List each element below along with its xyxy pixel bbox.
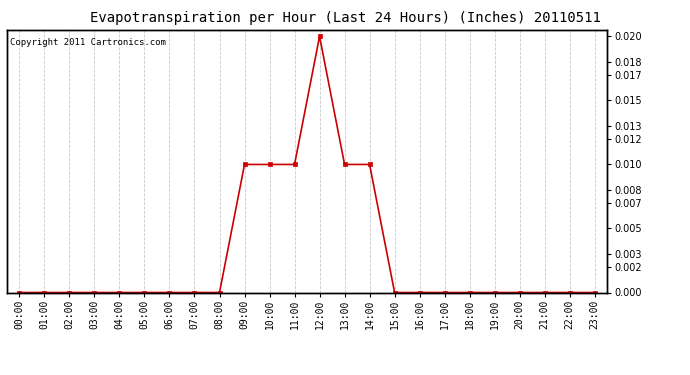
Text: Copyright 2011 Cartronics.com: Copyright 2011 Cartronics.com bbox=[10, 38, 166, 47]
Text: Evapotranspiration per Hour (Last 24 Hours) (Inches) 20110511: Evapotranspiration per Hour (Last 24 Hou… bbox=[90, 11, 600, 25]
